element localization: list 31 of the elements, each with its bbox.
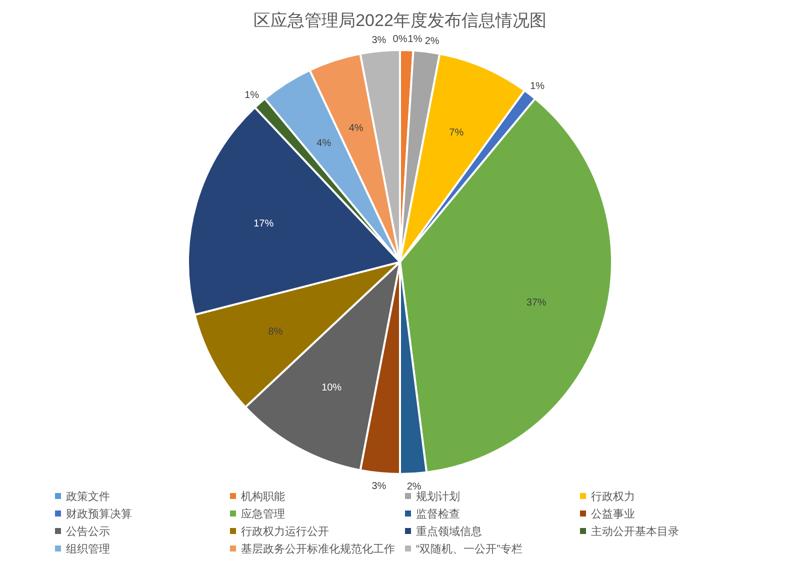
legend-label: 政策文件 (66, 490, 110, 503)
legend-label: 监督检查 (416, 508, 460, 520)
data-label: 10% (322, 382, 342, 394)
legend-label: 财政预算决算 (66, 508, 132, 520)
legend-label: 公益事业 (591, 508, 635, 520)
legend-label: 重点领域信息 (416, 525, 482, 538)
legend-label: 主动公开基本目录 (591, 525, 679, 538)
data-label: 1% (244, 90, 260, 101)
data-label: 1% (408, 34, 422, 46)
legend-label: 公告公示 (66, 525, 110, 538)
chart-title: 区应急管理局2022年度发布信息情况图 (254, 11, 546, 30)
legend-label: 规划计划 (416, 490, 460, 503)
data-label: 7% (449, 128, 464, 139)
legend-label: 基层政务公开标准化规范化工作 (241, 542, 395, 556)
data-label: 37% (526, 298, 547, 309)
data-label: 4% (316, 138, 332, 150)
data-label: 3% (372, 34, 386, 46)
legend-label: 应急管理 (241, 508, 285, 520)
legend-label: 机构职能 (241, 490, 285, 503)
legend-label: 组织管理 (66, 544, 110, 556)
data-label: 3% (372, 481, 386, 492)
legend-label: “双随机、一公开”专栏 (416, 542, 522, 556)
legend-label: 行政权力运行公开 (241, 525, 329, 538)
data-label: 4% (348, 122, 364, 134)
data-label: 2% (424, 36, 440, 47)
data-label: 17% (254, 218, 274, 230)
data-label: 1% (530, 81, 545, 92)
legend-label: 行政权力 (591, 490, 635, 503)
text: 0% (392, 34, 408, 45)
data-label: 8% (268, 326, 283, 338)
data-label: 2% (406, 482, 422, 493)
